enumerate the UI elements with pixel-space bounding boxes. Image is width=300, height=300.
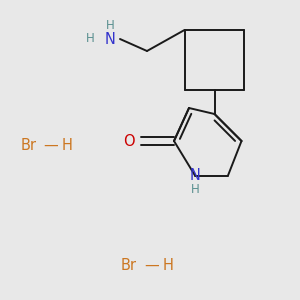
Text: Br: Br — [121, 258, 137, 273]
Text: —: — — [144, 258, 159, 273]
Text: Br: Br — [20, 138, 37, 153]
Text: H: H — [106, 19, 115, 32]
Text: H: H — [85, 32, 94, 46]
Text: H: H — [190, 183, 200, 196]
Text: H: H — [62, 138, 73, 153]
Text: N: N — [105, 32, 116, 46]
Text: H: H — [163, 258, 173, 273]
Text: N: N — [190, 168, 200, 183]
Text: —: — — [44, 138, 59, 153]
Text: O: O — [123, 134, 135, 148]
